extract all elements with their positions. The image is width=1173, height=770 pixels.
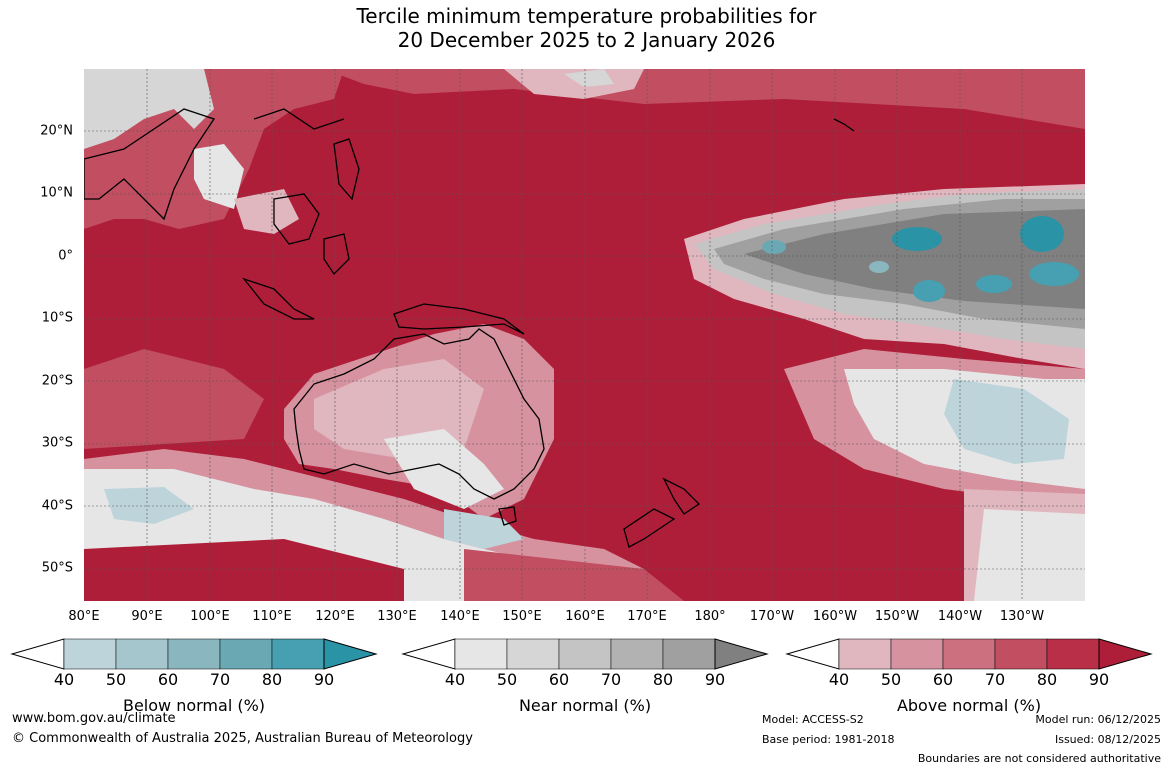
near-tick-70: 70 xyxy=(600,670,622,689)
region-below-blob-2 xyxy=(1020,216,1064,252)
website-text: www.bom.gov.au/climate xyxy=(12,711,176,726)
new-guinea-coast xyxy=(393,303,525,335)
model-text: Model: ACCESS-S2 xyxy=(762,713,864,726)
near-tick-90: 90 xyxy=(704,670,726,689)
lat-label-10n: 10°N xyxy=(40,185,73,201)
below-tick-90: 90 xyxy=(313,670,335,689)
colorbars xyxy=(10,638,1153,670)
lon-label-120e: 120°E xyxy=(315,609,355,624)
lon-label-140w: 140°W xyxy=(937,609,983,624)
above-tick-80: 80 xyxy=(1036,670,1058,689)
below-tick-80: 80 xyxy=(261,670,283,689)
region-asia-near xyxy=(84,69,214,149)
region-southern-ocean-strong xyxy=(84,539,404,601)
region-se-pacific-below xyxy=(944,379,1069,464)
sulawesi-coast xyxy=(323,233,350,276)
near-tick-50: 50 xyxy=(496,670,518,689)
lat-label-30s: 30°S xyxy=(41,435,73,451)
map-svg xyxy=(84,69,1085,601)
gridlines xyxy=(84,69,1085,601)
colorbar-above xyxy=(785,638,1153,670)
lon-label-150e: 150°E xyxy=(502,609,542,624)
lon-label-130w: 130°W xyxy=(999,609,1045,624)
title-line-1: Tercile minimum temperature probabilitie… xyxy=(356,4,817,28)
region-north-grey xyxy=(564,69,614,87)
coastlines xyxy=(84,108,855,548)
region-below-blob-4 xyxy=(976,275,1012,293)
new-zealand-coast xyxy=(623,477,701,548)
lon-label-180: 180° xyxy=(694,609,726,624)
asia-coast xyxy=(84,108,216,221)
region-below-blob-7 xyxy=(869,261,889,273)
near-tick-60: 60 xyxy=(548,670,570,689)
chart-title: Tercile minimum temperature probabilitie… xyxy=(0,4,1173,52)
lon-label-160w: 160°W xyxy=(812,609,858,624)
philippines-coast xyxy=(333,138,360,201)
colorbar-near-label: Near normal (%) xyxy=(518,696,652,715)
region-below-blob-6 xyxy=(762,240,786,254)
lon-label-140e: 140°E xyxy=(440,609,480,624)
lat-label-40s: 40°S xyxy=(41,498,73,514)
lon-label-160e: 160°E xyxy=(565,609,605,624)
region-indochina-near xyxy=(194,144,244,209)
lon-label-170e: 170°E xyxy=(627,609,667,624)
tasmania-coast xyxy=(498,506,517,526)
below-tick-60: 60 xyxy=(157,670,179,689)
region-indian-ocean xyxy=(84,349,264,449)
australia-coast xyxy=(293,328,545,500)
lat-label-20n: 20°N xyxy=(40,123,73,139)
near-tick-40: 40 xyxy=(444,670,466,689)
title-line-2: 20 December 2025 to 2 January 2026 xyxy=(397,28,776,52)
region-tasman-south xyxy=(464,549,684,601)
region-below-blob-5 xyxy=(1029,262,1079,286)
region-below-blob-3 xyxy=(913,280,945,302)
lon-label-110e: 110°E xyxy=(252,609,292,624)
below-tick-40: 40 xyxy=(53,670,75,689)
above-tick-90: 90 xyxy=(1088,670,1110,689)
colorbar-below xyxy=(10,638,378,670)
below-tick-70: 70 xyxy=(209,670,231,689)
probability-map xyxy=(84,69,1085,601)
lon-label-80e: 80°E xyxy=(68,609,100,624)
base-period-text: Base period: 1981-2018 xyxy=(762,733,895,746)
lat-label-20s: 20°S xyxy=(41,373,73,389)
lon-label-100e: 100°E xyxy=(190,609,230,624)
above-tick-50: 50 xyxy=(880,670,902,689)
lon-label-170w: 170°W xyxy=(749,609,795,624)
disclaimer-text: Boundaries are not considered authoritat… xyxy=(917,752,1161,765)
colorbar-below-label: Below normal (%) xyxy=(122,696,266,715)
lat-label-10s: 10°S xyxy=(41,310,73,326)
above-tick-60: 60 xyxy=(932,670,954,689)
region-southern-ocean-below-1 xyxy=(104,487,194,524)
java-sumatra-coast xyxy=(242,277,315,320)
lat-label-0: 0° xyxy=(58,248,73,264)
model-run-text: Model run: 06/12/2025 xyxy=(1035,713,1161,726)
lon-label-150w: 150°W xyxy=(874,609,920,624)
region-north-band xyxy=(324,69,1085,129)
near-tick-80: 80 xyxy=(652,670,674,689)
borneo-coast xyxy=(273,193,320,245)
above-tick-70: 70 xyxy=(984,670,1006,689)
region-far-se-near xyxy=(974,509,1085,601)
region-sumatra-warm xyxy=(234,189,299,234)
region-below-blob-1 xyxy=(892,227,942,251)
issued-text: Issued: 08/12/2025 xyxy=(1054,733,1161,746)
copyright-text: © Commonwealth of Australia 2025, Austra… xyxy=(12,731,473,746)
china-coast xyxy=(253,108,345,130)
lon-label-130e: 130°E xyxy=(377,609,417,624)
lat-label-50s: 50°S xyxy=(41,560,73,576)
region-southern-ocean-below-2 xyxy=(444,509,524,549)
lon-label-90e: 90°E xyxy=(131,609,163,624)
hawaii-coast xyxy=(833,118,855,132)
above-tick-40: 40 xyxy=(828,670,850,689)
colorbar-above-label: Above normal (%) xyxy=(896,696,1042,715)
below-tick-50: 50 xyxy=(105,670,127,689)
colorbar-near xyxy=(401,638,769,670)
